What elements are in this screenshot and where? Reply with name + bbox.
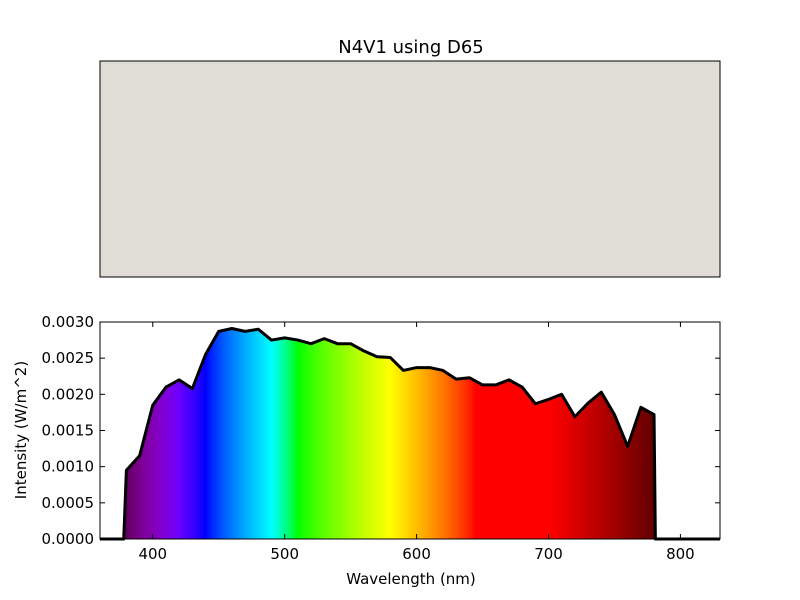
x-axis-label: Wavelength (nm) <box>346 570 476 588</box>
y-tick-label: 0.0010 <box>42 458 95 476</box>
color-swatch <box>99 60 721 278</box>
x-tick-label: 600 <box>402 545 431 563</box>
y-tick-label: 0.0005 <box>42 494 95 512</box>
y-tick-label: 0.0000 <box>42 530 95 548</box>
x-tick-label: 500 <box>270 545 299 563</box>
y-axis-label: Intensity (W/m^2) <box>12 361 30 499</box>
x-tick-label: 800 <box>666 545 695 563</box>
x-tick-label: 400 <box>138 545 167 563</box>
y-tick-label: 0.0020 <box>42 385 95 403</box>
x-axis-ticks: 400 500 600 700 800 <box>138 322 695 563</box>
swatch-title: N4V1 using D65 <box>338 37 484 58</box>
y-tick-label: 0.0015 <box>42 422 95 440</box>
y-tick-label: 0.0030 <box>42 313 95 331</box>
spectrum-area-fill <box>100 328 720 539</box>
spectrum-plot: 400 500 600 700 800 0.0000 0.0005 0.0010 0.0015… <box>42 313 721 563</box>
y-tick-label: 0.0025 <box>42 349 95 367</box>
y-axis-ticks: 0.0000 0.0005 0.0010 0.0015 0.0020 0.0025 0.00… <box>42 313 720 548</box>
spectrum-line <box>100 327 720 541</box>
x-tick-label: 700 <box>534 545 563 563</box>
